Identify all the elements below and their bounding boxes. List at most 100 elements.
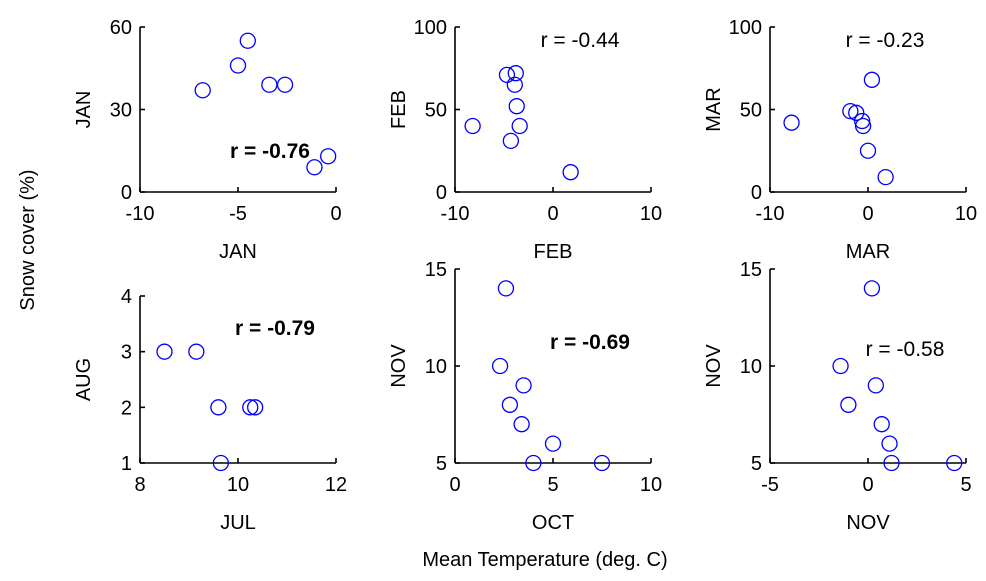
x-tick-label: 0	[862, 474, 873, 496]
data-point	[593, 454, 611, 472]
y-tick-label: 15	[425, 259, 447, 281]
correlation-label: r = -0.23	[846, 29, 925, 52]
data-point	[513, 416, 530, 433]
data-point	[881, 435, 898, 452]
figure-xlabel: Mean Temperature (deg. C)	[422, 549, 667, 571]
subplot-ylabel: FEB	[388, 90, 410, 129]
subplot-xlabel: JAN	[219, 241, 257, 263]
x-tick-label: 12	[325, 474, 347, 496]
data-point	[502, 132, 520, 150]
y-tick-label: 50	[740, 100, 762, 122]
y-tick-label: 0	[436, 182, 447, 204]
y-tick-label: 30	[110, 100, 132, 122]
x-tick-label: 10	[955, 203, 977, 225]
subplot-ylabel: NOV	[703, 344, 725, 388]
subplot-ylabel: MAR	[703, 87, 725, 131]
y-tick-label: 0	[121, 182, 132, 204]
data-point	[562, 164, 579, 181]
y-tick-label: 5	[436, 453, 447, 475]
y-tick-label: 2	[121, 397, 132, 419]
data-point	[239, 32, 256, 49]
subplot-6: -5 0 5 5 10 15 NOV NOV r = -0.58	[703, 259, 972, 534]
x-tick-label: 8	[134, 474, 145, 496]
x-tick-label: 5	[547, 474, 558, 496]
x-tick-label: -5	[229, 203, 247, 225]
subplot-ylabel: NOV	[388, 344, 410, 388]
x-tick-label: 0	[330, 203, 341, 225]
subplot-xlabel: MAR	[846, 241, 890, 263]
y-tick-label: 3	[121, 342, 132, 364]
y-tick-label: 10	[740, 356, 762, 378]
data-point	[156, 343, 173, 360]
x-tick-label: 10	[640, 203, 662, 225]
x-tick-label: -10	[441, 203, 470, 225]
y-tick-label: 60	[110, 17, 132, 39]
x-tick-label: -10	[756, 203, 785, 225]
x-tick-label: 5	[960, 474, 971, 496]
data-point	[511, 117, 528, 135]
data-point	[210, 399, 227, 416]
data-point	[544, 435, 562, 452]
x-tick-label: 10	[227, 474, 249, 496]
data-point	[863, 280, 881, 297]
data-point	[883, 454, 900, 472]
data-point	[497, 280, 515, 297]
y-tick-label: 15	[740, 259, 762, 281]
data-point	[863, 71, 881, 88]
data-point	[877, 168, 894, 186]
data-point	[867, 377, 884, 394]
data-point	[306, 159, 323, 176]
data-point	[242, 399, 259, 416]
data-point	[212, 454, 230, 472]
y-tick-label: 100	[729, 17, 762, 39]
data-point	[188, 343, 205, 360]
subplot-ylabel: JAN	[73, 91, 95, 129]
subplot-1: -10 -5 0 0 30 60 JAN JAN r = -0.76	[73, 17, 342, 263]
data-point	[853, 112, 871, 130]
data-point	[501, 396, 519, 413]
x-tick-label: 0	[449, 474, 460, 496]
y-tick-label: 100	[414, 17, 447, 39]
data-point	[506, 76, 523, 93]
data-point	[261, 76, 278, 93]
correlation-label: r = -0.79	[235, 317, 315, 340]
data-point	[515, 377, 532, 394]
data-point	[525, 454, 542, 472]
x-tick-label: -5	[761, 474, 779, 496]
figure-ylabel: Snow cover (%)	[17, 169, 39, 310]
data-point	[498, 66, 516, 83]
data-point	[508, 98, 525, 115]
y-tick-label: 10	[425, 356, 447, 378]
y-tick-label: 1	[121, 453, 132, 475]
data-point	[873, 416, 890, 433]
data-point	[229, 57, 247, 74]
data-point	[246, 399, 264, 416]
x-tick-label: 10	[640, 474, 662, 496]
data-point	[832, 357, 849, 375]
y-tick-label: 50	[425, 100, 447, 122]
data-point	[842, 103, 859, 120]
correlation-label: r = -0.58	[866, 338, 945, 361]
data-point	[946, 454, 963, 472]
data-point	[464, 117, 481, 135]
data-point	[783, 114, 800, 131]
correlation-label: r = -0.69	[550, 331, 630, 354]
data-point	[848, 104, 865, 121]
x-tick-label: 0	[547, 203, 558, 225]
subplot-xlabel: NOV	[846, 512, 890, 534]
subplot-xlabel: JUL	[220, 512, 256, 534]
data-point	[276, 76, 294, 93]
correlation-label: r = -0.76	[230, 140, 310, 163]
data-point	[840, 396, 857, 413]
y-tick-label: 5	[751, 453, 762, 475]
subplot-xlabel: FEB	[534, 241, 573, 263]
subplot-ylabel: AUG	[73, 358, 95, 401]
x-tick-label: 0	[862, 203, 873, 225]
data-point	[859, 142, 877, 159]
